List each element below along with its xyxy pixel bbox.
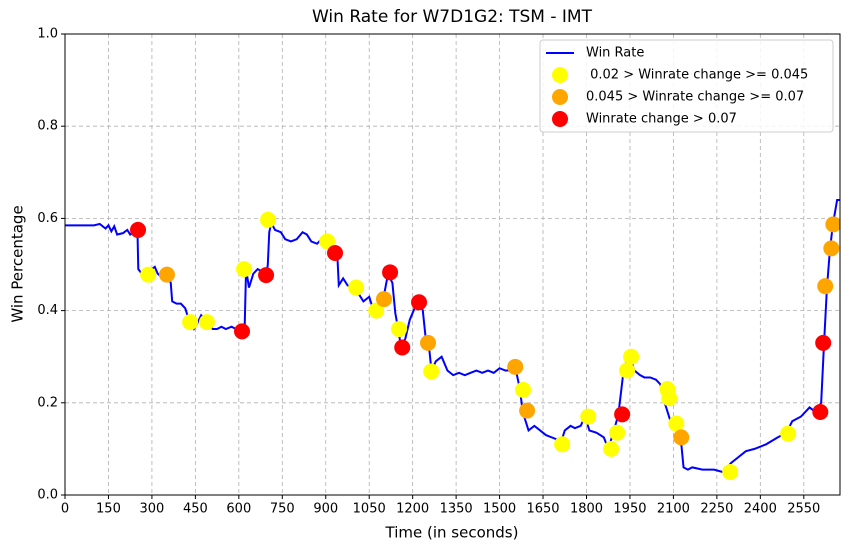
- x-tick-label: 150: [96, 502, 121, 517]
- legend-box: [539, 39, 834, 133]
- change-marker: [258, 267, 275, 284]
- change-marker: [158, 266, 175, 283]
- x-tick-label: 0: [61, 502, 69, 517]
- y-tick-label: 0.8: [37, 119, 58, 134]
- change-marker: [815, 334, 832, 351]
- change-marker: [580, 408, 597, 425]
- change-marker: [140, 266, 157, 283]
- x-tick-label: 2400: [744, 502, 777, 517]
- change-marker: [420, 334, 437, 351]
- change-marker: [619, 362, 636, 379]
- change-marker: [423, 363, 440, 380]
- x-tick-label: 900: [313, 502, 338, 517]
- change-marker: [519, 402, 536, 419]
- x-tick-label: 1800: [570, 502, 603, 517]
- change-marker: [368, 302, 385, 319]
- change-marker: [673, 429, 690, 446]
- change-marker: [623, 348, 640, 365]
- change-marker: [825, 216, 840, 233]
- win-rate-line: [65, 198, 840, 474]
- change-marker: [234, 323, 251, 340]
- change-marker: [198, 314, 215, 331]
- x-tick-label: 750: [270, 502, 295, 517]
- y-tick-label: 0.0: [37, 488, 58, 503]
- change-marker: [722, 463, 739, 480]
- change-marker: [823, 240, 840, 257]
- change-marker: [130, 221, 147, 238]
- x-tick-label: 600: [226, 502, 251, 517]
- change-marker: [817, 278, 834, 295]
- legend-label: Winrate change > 0.07: [586, 112, 737, 127]
- chart-title: Win Rate for W7D1G2: TSM - IMT: [312, 7, 593, 27]
- legend-label: Win Rate: [586, 46, 644, 61]
- change-marker: [614, 406, 631, 423]
- x-tick-label: 1200: [396, 502, 429, 517]
- change-marker: [236, 261, 253, 278]
- change-marker: [780, 425, 797, 442]
- plot: [65, 198, 840, 480]
- y-tick-label: 0.6: [37, 211, 58, 226]
- x-tick-label: 1350: [440, 502, 473, 517]
- x-tick-label: 1500: [483, 502, 516, 517]
- x-tick-label: 1950: [613, 502, 646, 517]
- change-marker: [603, 440, 620, 457]
- x-tick-label: 300: [140, 502, 165, 517]
- change-marker: [260, 211, 277, 228]
- change-marker: [382, 264, 399, 281]
- change-marker: [391, 321, 408, 338]
- x-tick-label: 450: [183, 502, 208, 517]
- plot-frame: [64, 33, 841, 496]
- y-tick-label: 1.0: [37, 27, 58, 42]
- y-tick-label: 0.4: [37, 303, 58, 318]
- change-marker: [554, 436, 571, 453]
- change-marker: [394, 339, 411, 356]
- legend-marker: [552, 89, 568, 105]
- x-tick-label: 1050: [353, 502, 386, 517]
- x-tick-label: 2250: [700, 502, 733, 517]
- change-marker: [348, 279, 365, 296]
- x-tick-label: 2550: [787, 502, 820, 517]
- change-marker: [515, 381, 532, 398]
- change-marker: [411, 294, 428, 311]
- change-marker: [182, 314, 199, 331]
- x-tick-label: 1650: [526, 502, 559, 517]
- change-marker: [319, 233, 336, 250]
- change-marker: [812, 404, 829, 421]
- x-axis-label: Time (in seconds): [385, 524, 519, 542]
- legend-marker: [552, 67, 568, 83]
- legend-marker: [552, 111, 568, 127]
- y-tick-label: 0.2: [37, 395, 58, 410]
- change-marker: [507, 358, 524, 375]
- x-tick-label: 2100: [657, 502, 690, 517]
- change-marker: [375, 291, 392, 308]
- legend-label: 0.045 > Winrate change >= 0.07: [586, 90, 804, 105]
- change-marker: [609, 424, 626, 441]
- change-marker: [668, 415, 685, 432]
- change-marker: [661, 390, 678, 407]
- change-marker: [327, 244, 344, 261]
- legend-label: 0.02 > Winrate change >= 0.045: [586, 68, 808, 83]
- y-axis-label: Win Percentage: [9, 205, 27, 322]
